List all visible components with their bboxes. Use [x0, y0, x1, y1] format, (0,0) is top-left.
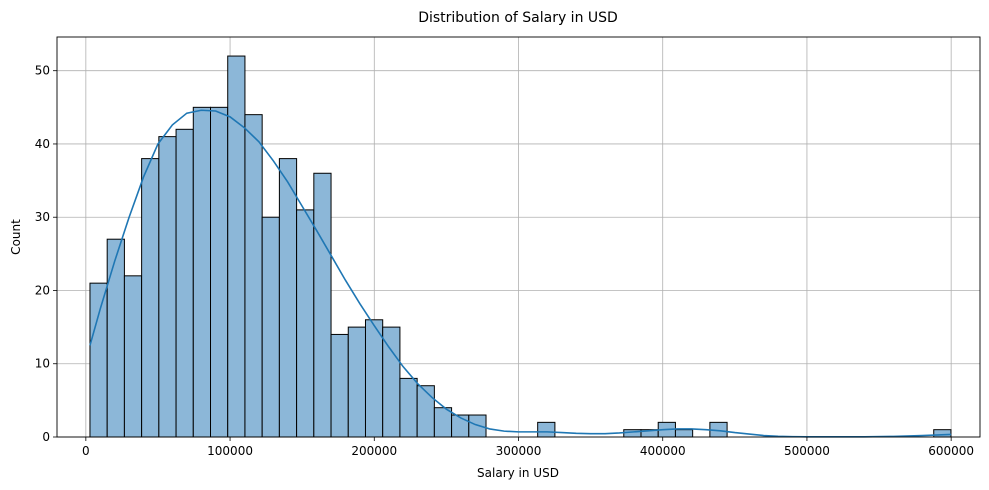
- histogram-bar: [106, 238, 125, 438]
- histogram-bar: [537, 421, 556, 438]
- histogram-bar: [158, 136, 177, 438]
- histogram-bar: [175, 128, 194, 438]
- histogram-bar: [313, 172, 332, 438]
- x-tick-label: 600000: [928, 444, 974, 458]
- y-tick-label: 30: [35, 210, 50, 224]
- y-axis-ticks: 0 10 20 30 40 50: [35, 64, 57, 444]
- histogram-bar: [261, 216, 280, 438]
- y-axis-label: Count: [9, 219, 23, 255]
- histogram-bar: [192, 106, 212, 438]
- histogram-bar: [433, 407, 453, 438]
- y-tick-label: 0: [42, 430, 50, 444]
- kde-curve: [89, 109, 952, 438]
- histogram-bar: [364, 319, 384, 438]
- x-tick-label: 300000: [496, 444, 542, 458]
- bars: [89, 55, 952, 438]
- histogram-bar: [123, 275, 143, 438]
- y-tick-label: 10: [35, 357, 50, 371]
- histogram-bar: [89, 282, 108, 438]
- histogram-bar: [674, 429, 694, 438]
- x-tick-label: 0: [82, 444, 90, 458]
- histogram-bar: [227, 55, 246, 438]
- histogram-bar: [347, 326, 366, 438]
- x-axis-ticks: 0 100000 200000 300000 400000 500000 600000: [82, 437, 974, 458]
- y-tick-label: 20: [35, 283, 50, 297]
- histogram-bar: [278, 158, 298, 438]
- kde-line: [89, 109, 952, 438]
- histogram-bar: [399, 377, 418, 438]
- histogram-bar: [210, 106, 229, 438]
- y-tick-label: 40: [35, 137, 50, 151]
- histogram-bar: [416, 385, 435, 438]
- chart-title: Distribution of Salary in USD: [418, 10, 618, 26]
- histogram-bar: [141, 158, 160, 438]
- histogram-bar: [330, 333, 349, 438]
- histogram-bar: [933, 429, 952, 438]
- x-tick-label: 400000: [640, 444, 686, 458]
- x-axis-label: Salary in USD: [477, 466, 559, 480]
- x-tick-label: 100000: [207, 444, 253, 458]
- x-tick-label: 500000: [784, 444, 830, 458]
- histogram-bar: [382, 326, 401, 438]
- x-tick-label: 200000: [351, 444, 397, 458]
- histogram-bar: [296, 209, 315, 438]
- histogram-bar: [244, 114, 263, 438]
- y-tick-label: 50: [35, 64, 50, 78]
